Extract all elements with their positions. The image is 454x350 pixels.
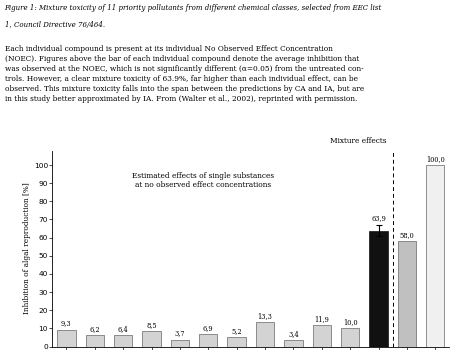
Bar <box>312 325 331 346</box>
Text: 6,9: 6,9 <box>203 324 213 332</box>
Bar <box>199 334 217 346</box>
Text: 8,5: 8,5 <box>146 321 157 329</box>
Bar <box>341 328 360 346</box>
Bar <box>85 335 104 346</box>
Y-axis label: Inhibition of algal reproduction [%]: Inhibition of algal reproduction [%] <box>23 183 31 314</box>
Text: Each individual compound is present at its individual No Observed Effect Concent: Each individual compound is present at i… <box>5 45 364 103</box>
Text: 5,2: 5,2 <box>232 327 242 335</box>
Text: 13,3: 13,3 <box>257 312 272 320</box>
Bar <box>114 335 133 346</box>
Text: 3,4: 3,4 <box>288 330 299 338</box>
Text: 11,9: 11,9 <box>314 315 329 323</box>
Text: 63,9: 63,9 <box>371 214 386 222</box>
Text: 9,3: 9,3 <box>61 320 72 328</box>
Text: 6,4: 6,4 <box>118 325 128 333</box>
Text: 6,2: 6,2 <box>89 325 100 333</box>
Text: 100,0: 100,0 <box>426 155 444 163</box>
Bar <box>256 322 274 346</box>
Text: 3,7: 3,7 <box>175 330 185 338</box>
Bar <box>426 165 444 346</box>
Bar <box>57 330 76 346</box>
Text: Figure 1: Mixture toxicity of 11 priority pollutants from different chemical cla: Figure 1: Mixture toxicity of 11 priorit… <box>5 4 382 12</box>
Text: 10,0: 10,0 <box>343 318 357 326</box>
Bar <box>398 241 416 346</box>
Bar <box>369 231 388 346</box>
Bar <box>227 337 246 346</box>
Bar <box>284 340 303 346</box>
Bar <box>171 340 189 346</box>
Text: Estimated effects of single substances
at no observed effect concentrations: Estimated effects of single substances a… <box>132 172 274 189</box>
Text: 58,0: 58,0 <box>400 231 414 239</box>
Bar <box>142 331 161 346</box>
Text: Mixture effects: Mixture effects <box>331 137 387 145</box>
Text: 1, Council Directive 76/464.: 1, Council Directive 76/464. <box>5 21 105 29</box>
